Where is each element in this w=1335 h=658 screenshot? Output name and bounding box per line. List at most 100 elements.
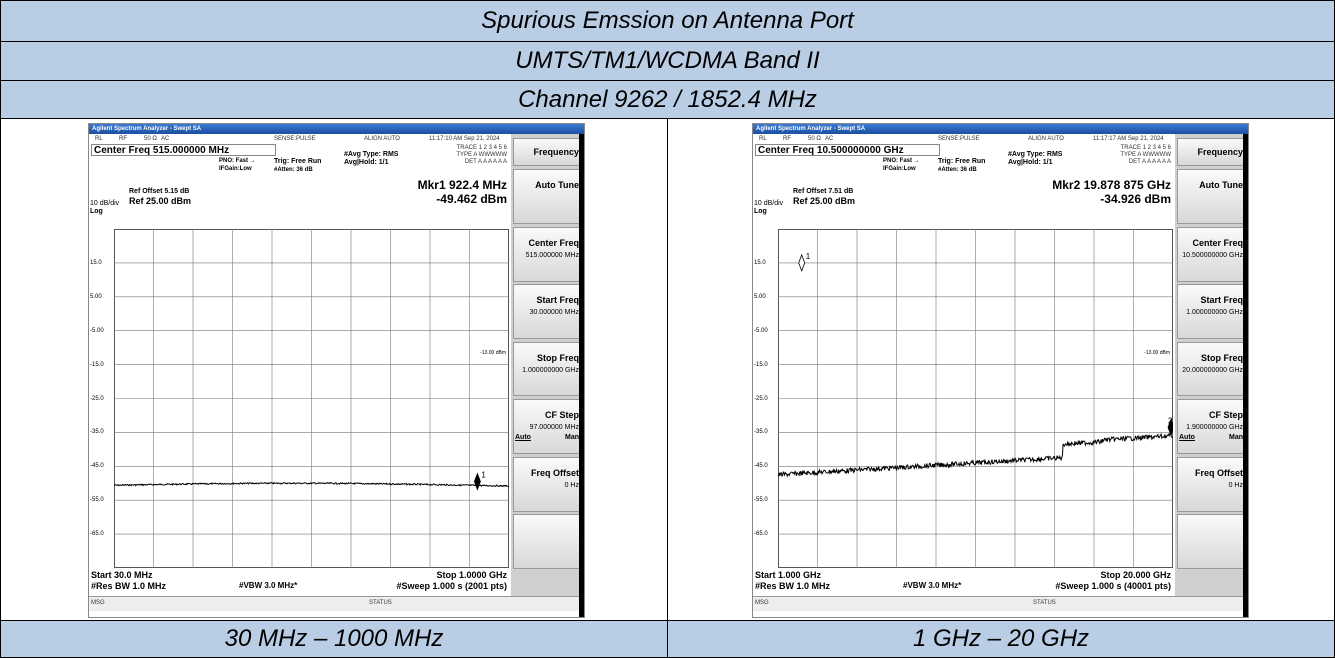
- status: STATUS: [369, 600, 392, 606]
- start-freq: Start 30.0 MHz: [91, 571, 153, 580]
- trace: TRACE 1 2 3 4 5 6: [457, 145, 507, 151]
- softkey-label: CF Step: [545, 411, 579, 420]
- avg-type: #Avg Type: RMS: [1008, 151, 1062, 158]
- y-label: -65.0: [754, 531, 768, 537]
- rbw: #Res BW 1.0 MHz: [755, 582, 830, 591]
- marker-readout: Mkr1 922.4 MHz: [418, 179, 507, 191]
- status-item: AC: [825, 136, 833, 142]
- y-label: -45.0: [90, 463, 104, 469]
- y-label: -5.00: [90, 328, 104, 334]
- status-item: ALIGN AUTO: [1028, 136, 1064, 142]
- avg-type: #Avg Type: RMS: [344, 151, 398, 158]
- status-item: 11:17:10 AM Sep 21, 2024: [429, 136, 500, 142]
- status-item: RL: [95, 136, 103, 142]
- softkey-value: 1.000000000 GHz: [1186, 309, 1243, 316]
- status-item: 50 Ω: [144, 136, 157, 142]
- sweep: #Sweep 1.000 s (2001 pts): [396, 582, 507, 591]
- trig: Trig: Free Run: [938, 158, 985, 165]
- status-item: RF: [783, 136, 791, 142]
- status-item: SENSE:PULSE: [938, 136, 980, 142]
- title-row: Spurious Emssion on Antenna Port: [0, 0, 1335, 42]
- window-title-bar: Agilent Spectrum Analyzer - Swept SA: [89, 124, 585, 134]
- status-item: SENSE:PULSE: [274, 136, 316, 142]
- center-freq: Center Freq 515.000000 MHz: [91, 144, 276, 156]
- softkey-label: Start Freq: [536, 296, 579, 305]
- softkey-value: 97.000000 MHz: [530, 424, 579, 431]
- softkey[interactable]: [513, 514, 583, 569]
- marker-readout: Mkr2 19.878 875 GHz: [1052, 179, 1171, 191]
- softkey-option: Man: [1229, 434, 1243, 441]
- message-bar: [89, 596, 579, 611]
- start-freq: Start 1.000 GHz: [755, 571, 821, 580]
- page: Spurious Emssion on Antenna Port UMTS/TM…: [0, 0, 1335, 658]
- softkey-label: Frequency: [1197, 148, 1243, 157]
- softkey[interactable]: [1177, 514, 1247, 569]
- title: Spurious Emssion on Antenna Port: [481, 7, 854, 35]
- y-label: -35.0: [90, 429, 104, 435]
- marker-value: -34.926 dBm: [1100, 193, 1171, 205]
- y-label: -15.0: [754, 362, 768, 368]
- subtitle: UMTS/TM1/WCDMA Band II: [515, 47, 819, 75]
- softkey-label: Freq Offset: [1195, 469, 1243, 478]
- caption: 1 GHz – 20 GHz: [913, 625, 1089, 653]
- y-label: -25.0: [90, 396, 104, 402]
- softkey[interactable]: [513, 169, 583, 224]
- trace: TRACE 1 2 3 4 5 6: [1121, 145, 1171, 151]
- softkey-value: 20.000000000 GHz: [1182, 367, 1243, 374]
- softkey-option: Man: [565, 434, 579, 441]
- message-bar: [753, 596, 1243, 611]
- softkey-option: Auto: [515, 434, 531, 441]
- y-label: -5.00: [754, 328, 768, 334]
- ifgain: IFGain:Low: [219, 166, 252, 172]
- softkey-label: Start Freq: [1200, 296, 1243, 305]
- vbw: #VBW 3.0 MHz*: [239, 582, 297, 590]
- plot: 12: [778, 229, 1173, 568]
- softkey-label: Frequency: [533, 148, 579, 157]
- softkey-label: Center Freq: [528, 239, 579, 248]
- status-item: 50 Ω: [808, 136, 821, 142]
- status-item: RL: [759, 136, 767, 142]
- softkey-value: 1.900000000 GHz: [1186, 424, 1243, 431]
- softkey[interactable]: [1177, 169, 1247, 224]
- softkey-label: Freq Offset: [531, 469, 579, 478]
- subtitle-row: UMTS/TM1/WCDMA Band II: [0, 41, 1335, 81]
- black-bar: [1243, 134, 1249, 618]
- channel: Channel 9262 / 1852.4 MHz: [518, 86, 817, 114]
- pno: PNO: Fast →: [883, 158, 920, 164]
- ref-level: Ref 25.00 dBm: [129, 197, 191, 206]
- caption: 30 MHz – 1000 MHz: [225, 625, 444, 653]
- y-label: -25.0: [754, 396, 768, 402]
- sweep: #Sweep 1.000 s (40001 pts): [1055, 582, 1171, 591]
- black-bar: [579, 134, 585, 618]
- softkey-label: Stop Freq: [537, 354, 579, 363]
- y-label: 15.0: [90, 260, 102, 266]
- y-label: -35.0: [754, 429, 768, 435]
- channel-row: Channel 9262 / 1852.4 MHz: [0, 80, 1335, 119]
- det: DET A A A A A A: [465, 159, 507, 165]
- y-label: -55.0: [90, 497, 104, 503]
- pno: PNO: Fast →: [219, 158, 256, 164]
- log: Log: [754, 208, 767, 215]
- softkey-option: Auto: [1179, 434, 1195, 441]
- status-item: 11:17:17 AM Sep 21, 2024: [1093, 136, 1164, 142]
- det: DET A A A A A A: [1129, 159, 1171, 165]
- softkey-label: Stop Freq: [1201, 354, 1243, 363]
- limit-label: -13.00 dBm: [480, 351, 506, 356]
- y-label: 15.0: [754, 260, 766, 266]
- marker-tag: 2: [1168, 416, 1173, 425]
- ref-level: Ref 25.00 dBm: [793, 197, 855, 206]
- msg: MSG: [91, 600, 105, 606]
- limit-label: -13.00 dBm: [1144, 351, 1170, 356]
- softkey-label: Center Freq: [1192, 239, 1243, 248]
- y-label: 5.00: [90, 294, 102, 300]
- softkey-value: 0 Hz: [565, 482, 579, 489]
- scale: 10 dB/div: [754, 200, 783, 207]
- y-label: -65.0: [90, 531, 104, 537]
- status-item: RF: [119, 136, 127, 142]
- y-label: -45.0: [754, 463, 768, 469]
- trace-type: TYPE A WWWWW: [456, 152, 507, 158]
- softkey-label: CF Step: [1209, 411, 1243, 420]
- log: Log: [90, 208, 103, 215]
- avg-hold: Avg|Hold: 1/1: [1008, 159, 1052, 166]
